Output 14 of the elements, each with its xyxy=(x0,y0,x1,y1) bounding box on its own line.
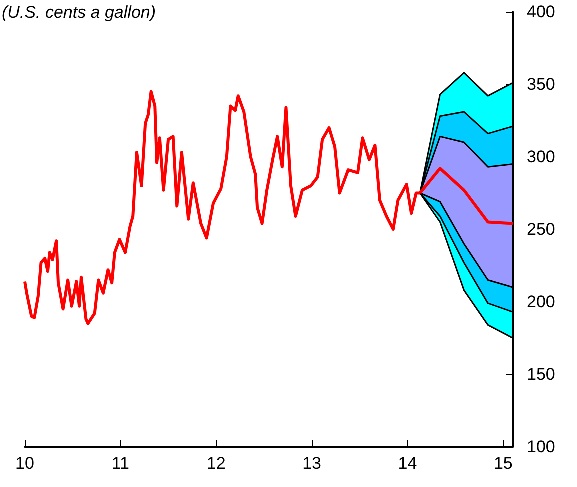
y-tick-label: 150 xyxy=(527,365,556,384)
x-tick-label: 13 xyxy=(302,454,322,473)
y-tick-label: 250 xyxy=(527,220,556,239)
y-tick-label: 200 xyxy=(527,292,556,312)
y-tick-label: 300 xyxy=(527,148,556,166)
x-tick-label: 11 xyxy=(112,454,130,473)
y-tick-label: 400 xyxy=(527,2,556,22)
x-tick-label: 10 xyxy=(16,454,34,473)
x-tick-label: 12 xyxy=(206,454,226,473)
y-tick-label: 100 xyxy=(527,438,556,456)
y-axis-title: (U.S. cents a gallon) xyxy=(2,3,156,22)
x-tick-label: 15 xyxy=(494,454,513,473)
y-tick-label: 350 xyxy=(527,75,556,94)
x-tick-label: 14 xyxy=(398,454,418,473)
